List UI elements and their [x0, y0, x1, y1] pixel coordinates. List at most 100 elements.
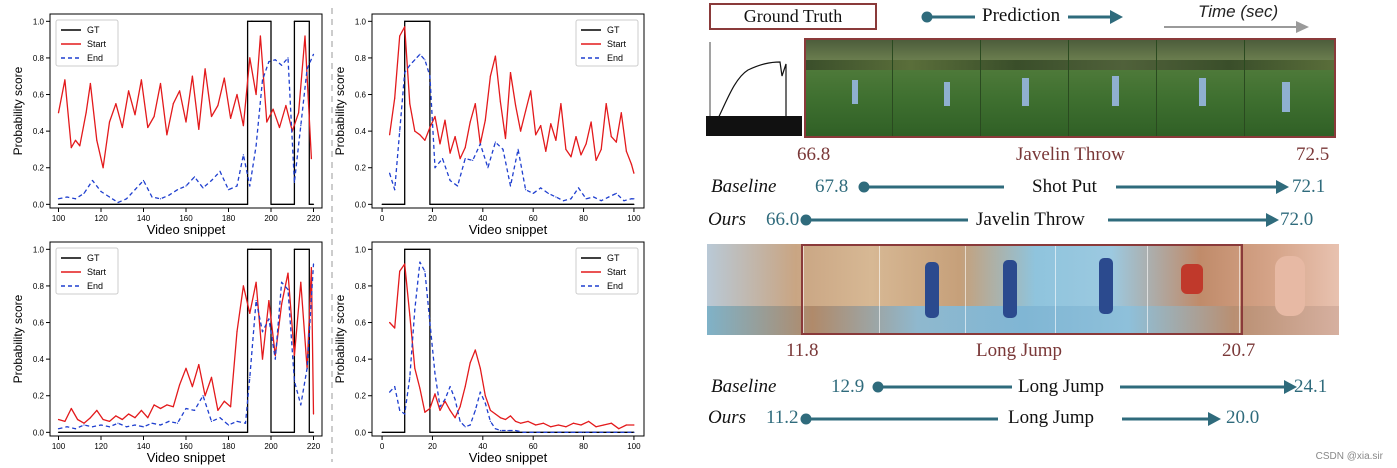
- data-point-start: [555, 139, 557, 141]
- data-point-start: [439, 409, 441, 411]
- data-point-start: [439, 143, 441, 145]
- data-point-end: [281, 281, 283, 283]
- data-point-end: [600, 200, 602, 202]
- javelin-baseline-end: 72.1: [1292, 176, 1326, 197]
- ground-truth-label: Ground Truth: [743, 6, 843, 26]
- data-point-end: [499, 429, 501, 432]
- data-point-start: [198, 128, 200, 130]
- data-point-start: [255, 93, 257, 96]
- legend-label-start: Start: [607, 267, 627, 277]
- data-point-start: [394, 97, 396, 99]
- legend-label-start: Start: [607, 39, 627, 49]
- y-tick-label: 0.0: [33, 428, 45, 437]
- data-point-end: [464, 426, 466, 428]
- data-point-end: [414, 309, 416, 311]
- data-point-gt: [404, 431, 406, 433]
- data-point-end: [306, 367, 308, 369]
- prediction-label: Prediction: [982, 5, 1061, 26]
- data-point-start: [419, 134, 421, 136]
- data-point-end: [255, 300, 257, 302]
- data-point-end: [441, 158, 444, 160]
- data-point-gt: [381, 203, 383, 205]
- data-point-end: [219, 417, 221, 419]
- x-tick-label: 180: [222, 214, 236, 223]
- data-point-start: [249, 312, 251, 314]
- data-point-start: [542, 422, 544, 424]
- y-tick-label: 0.8: [33, 282, 45, 291]
- data-point-start: [590, 121, 592, 123]
- plot-frame: [371, 13, 645, 209]
- javelin-baseline-class: Shot Put: [1032, 176, 1097, 197]
- data-point-start: [268, 300, 270, 302]
- data-point-gt: [429, 248, 431, 250]
- series-line-gt: [382, 248, 634, 433]
- data-point-gt: [429, 203, 431, 205]
- data-point-end: [176, 422, 179, 424]
- data-point-start: [278, 126, 281, 129]
- data-point-start: [565, 148, 567, 150]
- data-point-start: [159, 407, 162, 410]
- longjump-baseline-start: 12.9: [831, 376, 865, 397]
- data-point-end: [249, 185, 251, 187]
- data-point-start: [504, 137, 507, 140]
- data-point-end: [108, 196, 111, 198]
- data-point-end: [287, 289, 289, 291]
- y-tick-label: 0.2: [355, 164, 367, 173]
- data-point-start: [610, 422, 612, 424]
- data-point-start: [83, 422, 85, 424]
- data-point-start: [298, 112, 300, 114]
- data-point-start: [464, 147, 466, 149]
- data-point-end: [100, 190, 102, 193]
- data-point-gt: [57, 203, 60, 205]
- data-point-end: [261, 79, 264, 81]
- y-tick-label: 0.8: [33, 54, 45, 63]
- data-point-start: [293, 354, 295, 357]
- x-tick-label: 220: [307, 214, 321, 223]
- data-point-end: [457, 185, 459, 187]
- data-point-gt: [251, 248, 253, 250]
- chart-3: 100 120 140 160 180 200 220 0.0 0.2 0.4 0.6 0.8 1.0 V…: [11, 241, 323, 465]
- data-point-end: [633, 198, 635, 200]
- legend-label-gt: GT: [607, 25, 620, 35]
- y-tick-label: 0.6: [33, 91, 45, 100]
- data-point-gt: [57, 431, 60, 433]
- series-line-end: [388, 53, 634, 202]
- data-point-start: [394, 327, 396, 329]
- legend-label-gt: GT: [607, 253, 620, 263]
- data-point-start: [70, 147, 72, 149]
- data-point-start: [185, 367, 187, 369]
- javelin-ours-end: 72.0: [1280, 209, 1314, 230]
- data-point-start: [389, 134, 391, 136]
- longjump-ours-class: Long Jump: [1008, 407, 1095, 428]
- data-point-end: [236, 185, 238, 187]
- series-line-start: [389, 263, 634, 430]
- data-point-start: [484, 119, 486, 121]
- data-point-start: [217, 409, 219, 411]
- data-point-end: [306, 68, 308, 70]
- data-point-end: [484, 402, 486, 404]
- chart-2: 0 20 40 60 80 100 0.0 0.2 0.4 0.6 0.8 1.0 Video snip…: [333, 13, 645, 237]
- data-point-end: [151, 196, 153, 198]
- y-tick-label: 0.4: [355, 127, 367, 136]
- data-point-start: [77, 418, 79, 421]
- data-point-start: [172, 406, 174, 408]
- time-arrow: [1164, 21, 1309, 33]
- javelin-baseline-label: Baseline: [711, 176, 777, 197]
- x-tick-label: 120: [94, 214, 108, 223]
- data-point-start: [128, 413, 130, 415]
- data-point-start: [242, 125, 244, 127]
- data-point-start: [236, 331, 238, 333]
- y-tick-label: 0.0: [355, 200, 367, 209]
- y-tick-label: 0.8: [355, 282, 367, 291]
- data-point-start: [210, 376, 213, 378]
- data-point-start: [185, 121, 187, 123]
- data-point-end: [74, 198, 77, 200]
- data-point-end: [474, 409, 476, 411]
- data-point-start: [166, 404, 168, 406]
- data-point-start: [560, 103, 562, 105]
- data-point-gt: [247, 203, 249, 205]
- data-point-end: [595, 431, 597, 433]
- javelin-gt-end: 72.5: [1296, 144, 1330, 165]
- data-point-start: [389, 321, 391, 324]
- ground-truth-legend-box: Ground Truth: [709, 3, 877, 30]
